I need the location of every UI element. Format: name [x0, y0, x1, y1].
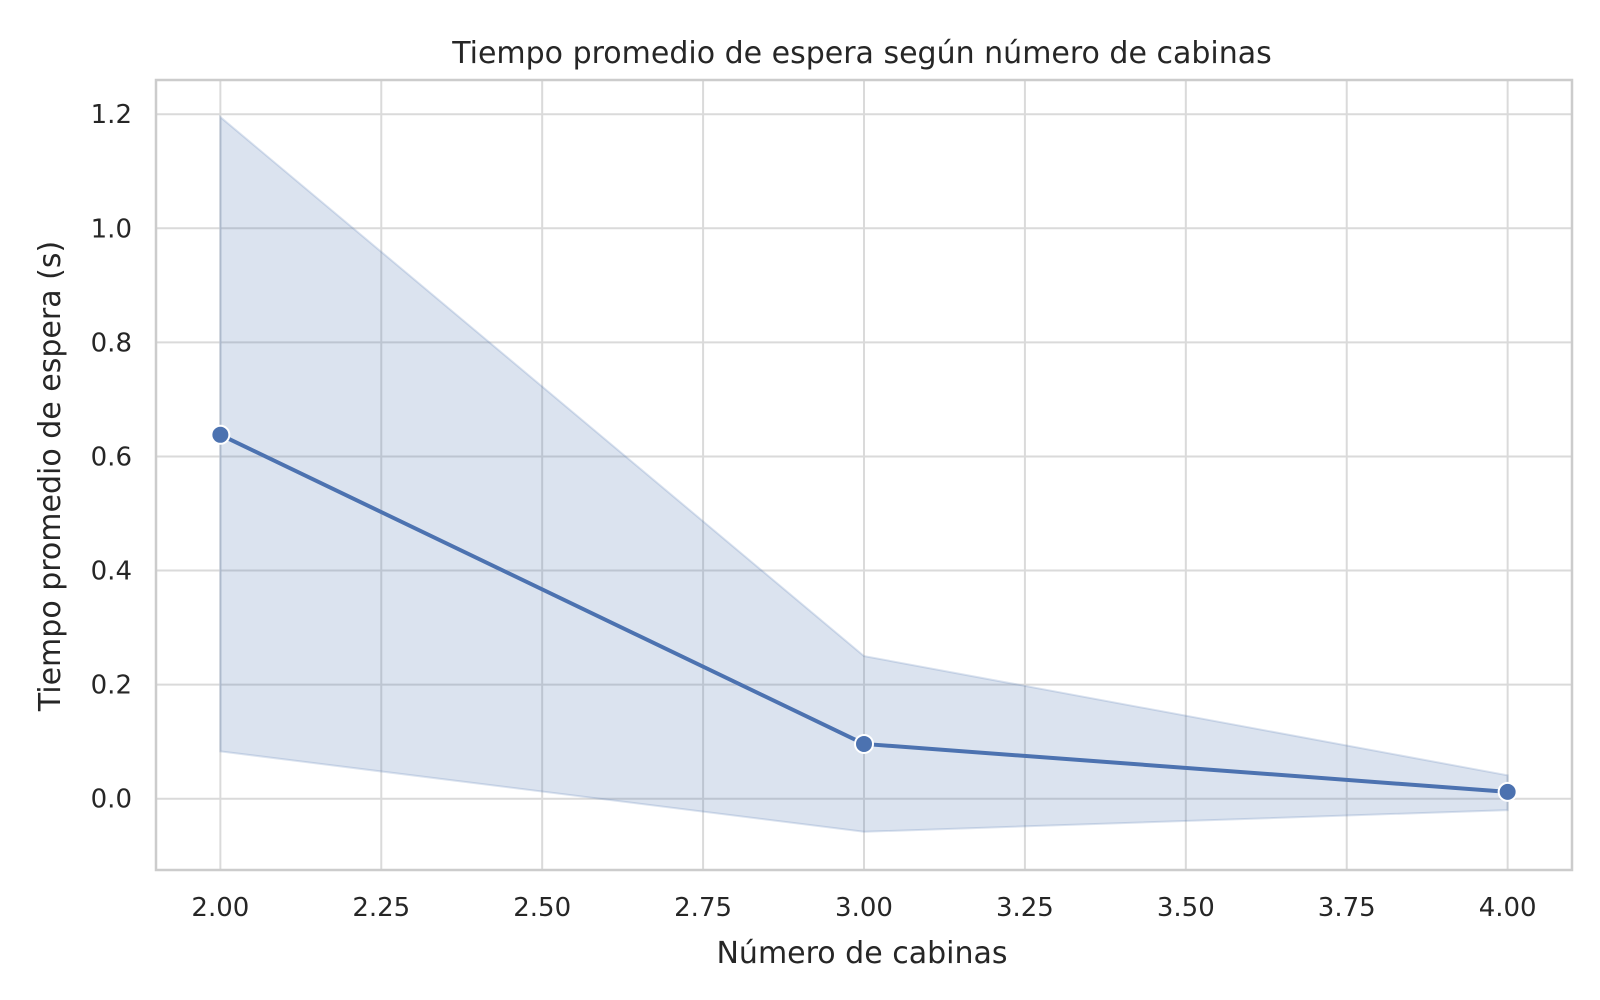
y-tick-label: 1.2 [91, 100, 132, 130]
data-point [210, 424, 231, 445]
x-axis-title: Número de cabinas [716, 936, 1007, 971]
x-tick-label: 3.75 [1318, 893, 1376, 923]
grid-lines [156, 80, 1572, 870]
confidence-band-layer [219, 114, 1509, 833]
x-tick-label: 3.50 [1157, 893, 1215, 923]
data-point [1497, 781, 1518, 802]
x-tick-label: 3.00 [835, 893, 893, 923]
y-tick-label: 0.4 [91, 557, 132, 587]
confidence-band [219, 114, 1509, 833]
y-tick-label: 0.0 [91, 785, 132, 815]
plot-frame [154, 78, 1574, 872]
data-point-layer [210, 424, 1518, 802]
x-tick-label: 2.00 [191, 893, 249, 923]
x-tick-label: 3.25 [996, 893, 1054, 923]
y-tick-labels: 0.0 0.2 0.4 0.6 0.8 1.0 1.2 [91, 100, 132, 814]
y-tick-label: 0.6 [91, 442, 132, 472]
data-point [854, 733, 874, 754]
x-tick-label: 4.00 [1479, 893, 1537, 923]
x-tick-label: 2.25 [352, 893, 410, 923]
y-tick-label: 0.2 [91, 671, 132, 701]
x-tick-labels: 2.00 2.25 2.50 2.75 3.00 3.25 3.50 3.75 4.00 [191, 893, 1536, 923]
x-tick-label: 2.50 [513, 893, 571, 923]
y-tick-label: 1.0 [91, 214, 132, 244]
y-tick-label: 0.8 [91, 328, 132, 358]
chart-title: Tiempo promedio de espera según número d… [451, 36, 1272, 71]
x-tick-label: 2.75 [674, 893, 732, 923]
y-axis-title: Tiempo promedio de espera (s) [33, 241, 68, 712]
